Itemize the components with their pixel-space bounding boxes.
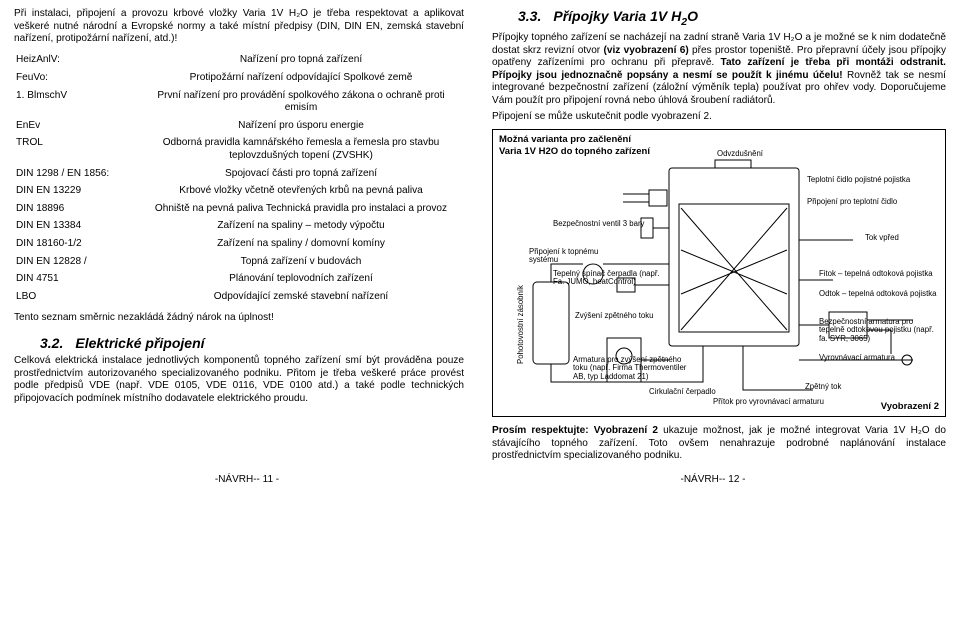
right-column: 3.3. Přípojky Varia 1V H2O Přípojky topn… [492,8,946,466]
list-disclaimer: Tento seznam směrnic nezakládá žádný nár… [14,312,464,325]
prosim-lead: Prosím respektujte: Vyobrazení 2 [492,425,658,436]
footer-left: -NÁVRH-- 11 - [14,474,480,487]
lbl-pritok: Přítok pro vyrovnávací armaturu [713,398,824,406]
reg-value: Ohniště na pevná paliva Technická pravid… [138,200,464,218]
lbl-pohotovost: Pohotovostní zásobník [517,280,525,364]
reg-value: Krbové vložky včetně otevřených krbů na … [138,183,464,201]
reg-value: Nařízení pro topná zařízení [138,52,464,70]
diagram-caption: Vyobrazení 2 [881,401,939,413]
reg-value: Zařízení na spaliny – metody výpočtu [138,218,464,236]
page-columns: Při instalaci, připojení a provozu krbov… [14,8,946,466]
lbl-odvz: Odvzdušnění [717,150,763,158]
section-3-3-para2: Připojení se může uskutečnit podle vyobr… [492,111,946,124]
table-row: LBOOdpovídající zemské stavební nařízení [14,288,464,306]
prosim-paragraph: Prosím respektujte: Vyobrazení 2 ukazuje… [492,425,946,463]
lbl-ventil3b: Bezpečnostní ventil 3 bary [553,220,644,228]
reg-value: Protipožární nařízení odpovídající Spolk… [138,69,464,87]
table-row: DIN EN 13384Zařízení na spaliny – metody… [14,218,464,236]
lbl-fitok: Fitok – tepelná odtoková pojistka [819,270,933,278]
lbl-armatura: Armatura pro zvýšení zpětného toku (např… [573,356,693,381]
diagram-container: Možná varianta pro začlenění Varia 1V H2… [492,129,946,417]
reg-value: První nařízení pro provádění spolkového … [138,87,464,117]
lbl-comin: Připojení pro teplotní čidlo [807,198,897,206]
reg-key: EnEv [14,117,138,135]
section-number: 3.3. [518,8,541,26]
lbl-zvyseni: Zvýšení zpětného toku [575,312,653,320]
footer-right: -NÁVRH-- 12 - [480,474,946,487]
page-footer: -NÁVRH-- 11 - -NÁVRH-- 12 - [14,474,946,487]
reg-key: DIN EN 13229 [14,183,138,201]
lbl-teplotni: Teplotní čidlo pojistné pojistka [807,176,910,184]
table-row: DIN 4751Plánování teplovodních zařízení [14,271,464,289]
reg-value: Odpovídající zemské stavební nařízení [138,288,464,306]
table-row: DIN 18896Ohniště na pevná paliva Technic… [14,200,464,218]
section-3-2-heading: 3.2. Elektrické připojení [40,335,464,353]
table-row: 1. BlmschVPrvní nařízení pro provádění s… [14,87,464,117]
section-3-3-para1: Přípojky topného zařízení se nacházejí n… [492,32,946,108]
table-row: FeuVo:Protipožární nařízení odpovídající… [14,69,464,87]
table-row: TROLOdborná pravidla kamnářského řemesla… [14,135,464,165]
table-row: DIN EN 12828 /Topná zařízení v budovách [14,253,464,271]
reg-value: Odborná pravidla kamnářského řemesla a ř… [138,135,464,165]
lbl-tokvpred: Tok vpřed [865,234,899,242]
reg-key: DIN EN 12828 / [14,253,138,271]
left-column: Při instalaci, připojení a provozu krbov… [14,8,464,466]
reg-key: DIN 1298 / EN 1856: [14,165,138,183]
section-title: Elektrické připojení [75,335,204,353]
reg-value: Zařízení na spaliny / domovní komíny [138,236,464,254]
reg-key: DIN EN 13384 [14,218,138,236]
lbl-odtok: Odtok – tepelná odtoková pojistka [819,290,936,298]
regulation-table: HeizAnlV:Nařízení pro topná zařízeníFeuV… [14,52,464,306]
reg-value: Nařízení pro úsporu energie [138,117,464,135]
lbl-vyrovnavaci: Vyrovnávací armatura [819,354,895,362]
lbl-tepelny: Tepelný spínač čerpadla (např. Fa. JUMO,… [553,270,673,286]
lbl-zpetny: Zpětný tok [805,383,841,391]
reg-value: Spojovací části pro topná zařízení [138,165,464,183]
reg-key: DIN 4751 [14,271,138,289]
reg-key: TROL [14,135,138,165]
reg-value: Plánování teplovodních zařízení [138,271,464,289]
reg-value: Topná zařízení v budovách [138,253,464,271]
table-row: HeizAnlV:Nařízení pro topná zařízení [14,52,464,70]
table-row: DIN 1298 / EN 1856:Spojovací části pro t… [14,165,464,183]
reg-key: 1. BlmschV [14,87,138,117]
section-3-2-body: Celková elektrická instalace jednotlivýc… [14,355,464,405]
section-3-3-heading: 3.3. Přípojky Varia 1V H2O [518,8,946,29]
intro-paragraph: Při instalaci, připojení a provozu krbov… [14,8,464,46]
table-row: DIN EN 13229Krbové vložky včetně otevřen… [14,183,464,201]
table-row: DIN 18160-1/2Zařízení na spaliny / domov… [14,236,464,254]
reg-key: LBO [14,288,138,306]
lbl-cirkul: Cirkulační čerpadlo [649,388,716,396]
reg-key: FeuVo: [14,69,138,87]
table-row: EnEvNařízení pro úsporu energie [14,117,464,135]
section-title: Přípojky Varia 1V H2O [553,8,698,29]
lbl-bezpecnost: Bezpečnostní armatura pro tepelně odtoko… [819,318,937,343]
reg-key: HeizAnlV: [14,52,138,70]
lbl-kominu: Připojení k topnému systému [529,248,599,264]
reg-key: DIN 18896 [14,200,138,218]
section-number: 3.2. [40,335,63,353]
reg-key: DIN 18160-1/2 [14,236,138,254]
